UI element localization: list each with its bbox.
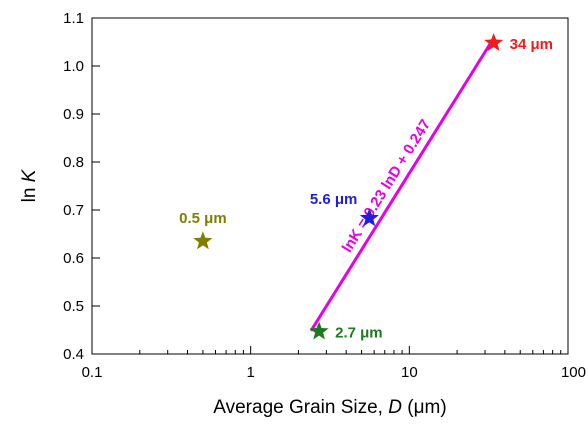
y-tick-label: 0.5	[63, 298, 84, 315]
data-point-label: 34 μm	[510, 36, 553, 53]
data-point-star	[484, 32, 504, 52]
x-tick-labels: 0.1 1 10 100	[82, 364, 586, 381]
x-tick-label: 100	[561, 364, 586, 381]
x-tick-label: 0.1	[82, 364, 103, 381]
y-axis-label-symbol: K	[19, 168, 40, 182]
x-axis-label-unit: (μm)	[402, 397, 447, 418]
x-axis-label-symbol: D	[388, 397, 402, 418]
x-axis-label: Average Grain Size, D (μm)	[213, 397, 446, 418]
data-point-star	[309, 321, 329, 340]
plot-area	[91, 17, 569, 355]
y-axis-label-prefix: ln	[19, 182, 40, 202]
y-axis-label: ln K	[19, 168, 40, 202]
x-tick-label: 10	[401, 364, 418, 381]
y-tick-labels: 0.4 0.5 0.6 0.7 0.8 0.9 1.0 1.1	[63, 10, 84, 363]
y-tick-label: 1.0	[63, 58, 84, 75]
x-axis-label-prefix: Average Grain Size,	[213, 397, 388, 418]
y-tick-label: 1.1	[63, 10, 84, 27]
data-point-label: 0.5 μm	[179, 210, 227, 227]
y-tick-label: 0.4	[63, 346, 84, 363]
data-point-label: 5.6 μm	[310, 191, 358, 208]
ticks-layer	[91, 17, 569, 355]
x-tick-label: 1	[246, 364, 254, 381]
points-layer: 0.5 μm 2.7 μm 5.6 μm 34 μm	[179, 32, 553, 341]
y-tick-label: 0.9	[63, 106, 84, 123]
y-tick-label: 0.6	[63, 250, 84, 267]
data-point-label: 2.7 μm	[335, 324, 383, 341]
y-tick-label: 0.8	[63, 154, 84, 171]
y-tick-label: 0.7	[63, 202, 84, 219]
fit-line	[309, 37, 495, 332]
data-point-star	[359, 208, 379, 227]
data-point-star	[193, 231, 213, 250]
